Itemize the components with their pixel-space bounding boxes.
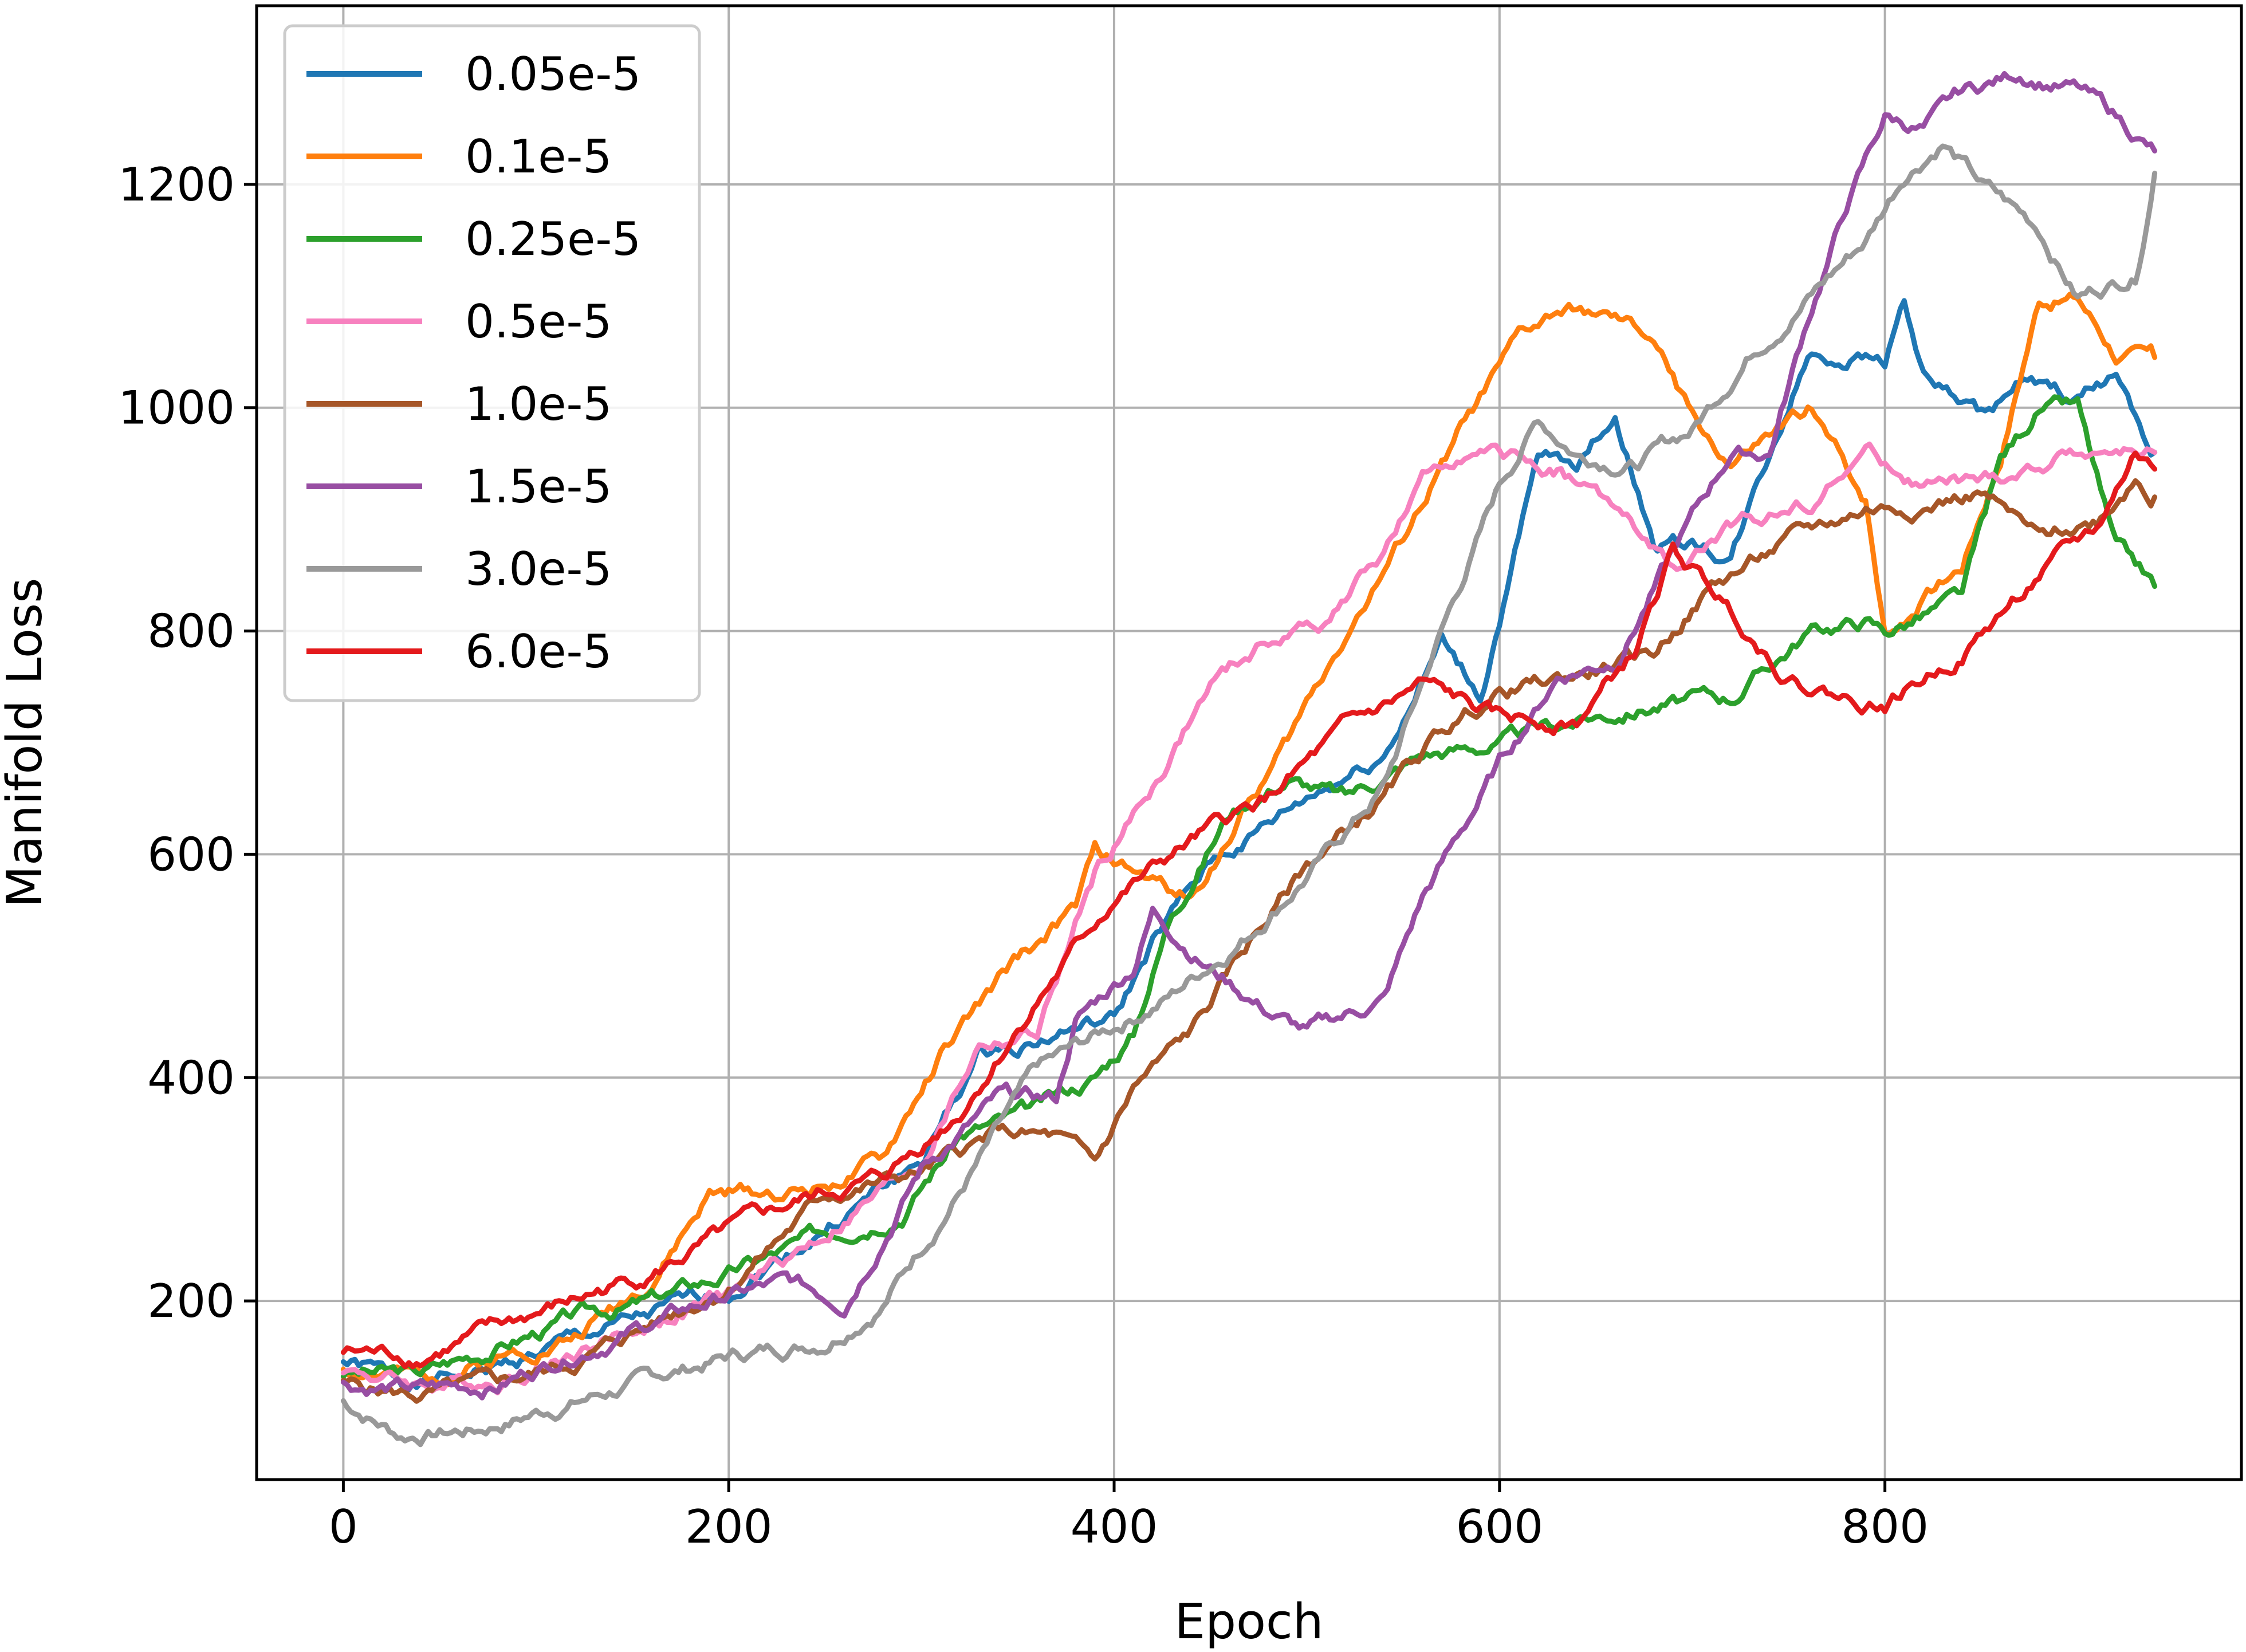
legend-label: 1.0e-5 xyxy=(465,377,612,431)
x-tick-label: 600 xyxy=(1456,1500,1543,1553)
legend-label: 0.25e-5 xyxy=(465,213,641,266)
x-axis-label: Epoch xyxy=(1174,1594,1323,1650)
y-tick-label: 400 xyxy=(147,1051,235,1104)
legend-label: 1.5e-5 xyxy=(465,460,612,513)
legend-label: 0.5e-5 xyxy=(465,295,612,348)
x-tick-label: 400 xyxy=(1071,1500,1158,1553)
legend-box xyxy=(283,24,701,702)
legend-label: 6.0e-5 xyxy=(465,625,612,678)
y-tick-label: 600 xyxy=(147,828,235,881)
x-tick-label: 200 xyxy=(685,1500,773,1553)
y-tick-label: 1200 xyxy=(118,158,235,211)
series-line xyxy=(340,143,2158,1448)
legend-label: 3.0e-5 xyxy=(465,542,612,596)
y-axis-label: Manifold Loss xyxy=(0,578,53,908)
series-line xyxy=(340,71,2158,1401)
series-line xyxy=(340,450,2158,1370)
legend: 0.05e-5 0.1e-5 0.25e-5 0.5e-5 1.0e-5 1.5e-5 3.… xyxy=(283,24,701,702)
y-tick-label: 200 xyxy=(147,1275,235,1328)
series-layer xyxy=(340,71,2158,1448)
plot-frame xyxy=(255,4,2243,1481)
legend-label: 0.1e-5 xyxy=(465,130,612,183)
x-tick-label: 800 xyxy=(1841,1500,1929,1553)
y-tick-label: 1000 xyxy=(118,381,235,435)
axis-ticks: 0 200 400 600 800 200 400 600 800 1000 1200 xyxy=(118,158,1929,1553)
x-tick-label: 0 xyxy=(329,1500,358,1553)
legend-label: 0.05e-5 xyxy=(465,48,641,101)
series-line xyxy=(340,298,2158,1393)
y-tick-label: 800 xyxy=(147,605,235,658)
